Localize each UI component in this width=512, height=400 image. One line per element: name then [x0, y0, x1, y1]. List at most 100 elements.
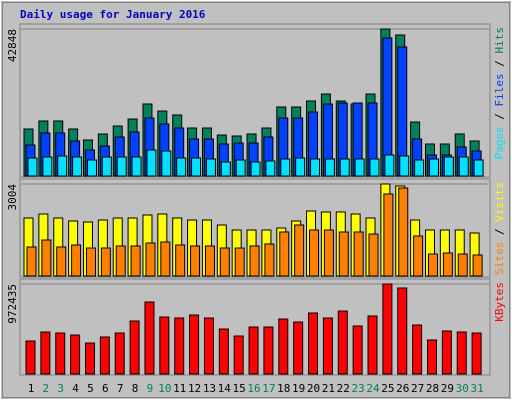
bar [174, 317, 185, 375]
bar [428, 158, 439, 177]
bar [323, 229, 334, 277]
y-tick-label: 3004 [6, 184, 19, 211]
bar [189, 314, 200, 375]
x-tick-label: 2 [43, 382, 50, 395]
bar [190, 245, 201, 277]
bar [250, 161, 261, 177]
x-tick-label: 14 [218, 382, 232, 395]
bar [322, 317, 333, 375]
bar [295, 157, 306, 177]
legend-entry: Sites [493, 242, 506, 275]
bar [144, 301, 155, 375]
bar [338, 231, 349, 277]
x-tick-label: 1 [28, 382, 35, 395]
x-tick-label: 18 [277, 382, 290, 395]
bar [56, 246, 67, 277]
bar [146, 149, 157, 177]
bar [412, 324, 423, 375]
bar [57, 155, 68, 177]
bar [40, 331, 51, 375]
bar [310, 158, 321, 177]
bar [367, 315, 378, 375]
bar [324, 158, 335, 177]
x-tick-label: 16 [247, 382, 260, 395]
x-tick-label: 12 [188, 382, 201, 395]
bar [249, 245, 260, 277]
x-tick-label: 15 [233, 382, 246, 395]
bar [457, 253, 468, 277]
bar [456, 331, 467, 375]
bar [279, 231, 290, 277]
legend-separator: / [493, 54, 506, 74]
x-tick-label: 29 [441, 382, 454, 395]
x-tick-label: 20 [307, 382, 320, 395]
bar [278, 318, 289, 375]
bar [27, 157, 38, 177]
bar [220, 161, 231, 177]
bar [233, 335, 244, 375]
y-tick-label: 972435 [6, 284, 19, 324]
x-tick-label: 27 [411, 382, 424, 395]
bar [99, 336, 110, 375]
bar [442, 252, 453, 277]
bar [264, 243, 275, 277]
bar [308, 312, 319, 375]
legend-entry: Pages [493, 126, 506, 159]
x-tick-label: 4 [72, 382, 79, 395]
bar [70, 334, 81, 375]
legend: KBytes [493, 282, 506, 322]
bar [203, 317, 214, 375]
x-tick-label: 10 [158, 382, 171, 395]
bar [309, 229, 320, 277]
y-tick-label: 42848 [6, 29, 19, 62]
x-tick-label: 6 [102, 382, 109, 395]
x-tick-label: 26 [396, 382, 409, 395]
x-tick-label: 22 [337, 382, 350, 395]
x-tick-label: 24 [366, 382, 380, 395]
bar [204, 245, 215, 277]
bar [130, 245, 141, 277]
legend-separator: / [493, 107, 506, 127]
bar [427, 253, 438, 277]
bar [191, 157, 202, 177]
bar [160, 241, 171, 277]
bar [161, 150, 172, 177]
bar [384, 154, 395, 177]
bar [413, 235, 424, 277]
bar [205, 158, 216, 177]
bar [293, 321, 304, 375]
x-tick-label: 30 [456, 382, 469, 395]
bar [86, 159, 97, 177]
bar [354, 158, 365, 177]
bar [26, 246, 37, 277]
legend-separator: / [493, 222, 506, 242]
x-tick-label: 17 [262, 382, 275, 395]
bar [383, 193, 394, 277]
legend: Pages / Files / Hits [493, 27, 506, 160]
bar [71, 244, 82, 277]
bar [339, 158, 350, 177]
x-tick-label: 3 [57, 382, 64, 395]
legend-entry: KBytes [493, 282, 506, 322]
bar [443, 156, 454, 177]
x-tick-label: 5 [87, 382, 94, 395]
chart-title: Daily usage for January 2016 [20, 8, 206, 21]
bar [414, 159, 425, 177]
bar [369, 158, 380, 177]
bar [352, 325, 363, 375]
bar [472, 254, 483, 277]
bar [234, 247, 245, 277]
bar [115, 245, 126, 277]
bar [248, 326, 259, 375]
bar [72, 156, 83, 177]
bar [294, 224, 305, 277]
legend-entry: Hits [493, 27, 506, 54]
bar [129, 320, 140, 375]
x-tick-label: 25 [381, 382, 394, 395]
bar [471, 332, 482, 375]
bar [41, 239, 52, 277]
bar [116, 156, 127, 177]
bar [159, 316, 170, 375]
bar [84, 342, 95, 375]
